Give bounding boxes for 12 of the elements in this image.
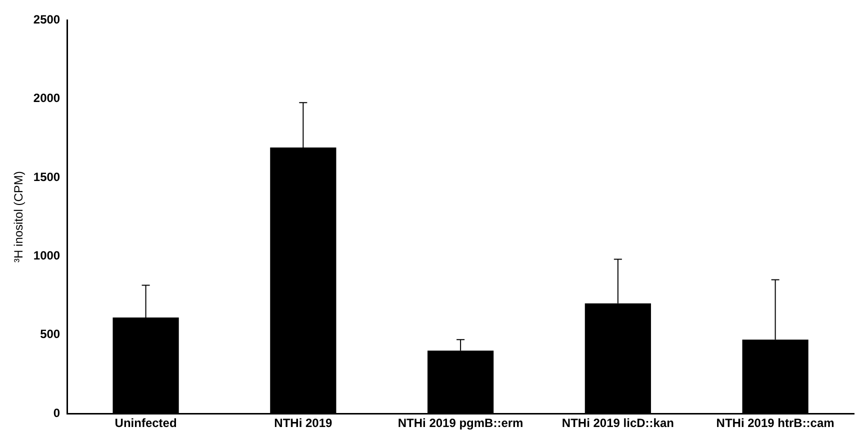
y-tick-label: 500	[40, 327, 60, 342]
y-tick-label: 2500	[33, 12, 60, 26]
y-tick-label: 0	[53, 406, 60, 420]
x-tick-label: NTHi 2019 licD::kan	[562, 416, 674, 430]
y-tick-label: 1500	[33, 170, 60, 184]
x-tick-label: NTHi 2019 htrB::cam	[716, 416, 834, 430]
y-tick-label: 2000	[33, 91, 60, 106]
x-tick-label: NTHi 2019 pgmB::erm	[398, 416, 524, 430]
y-axis-title: ³H inositol (CPM)	[12, 171, 26, 262]
y-tick-label: 1000	[33, 248, 60, 262]
x-tick-label: Uninfected	[114, 416, 177, 430]
x-tick-label: NTHi 2019	[274, 416, 333, 430]
